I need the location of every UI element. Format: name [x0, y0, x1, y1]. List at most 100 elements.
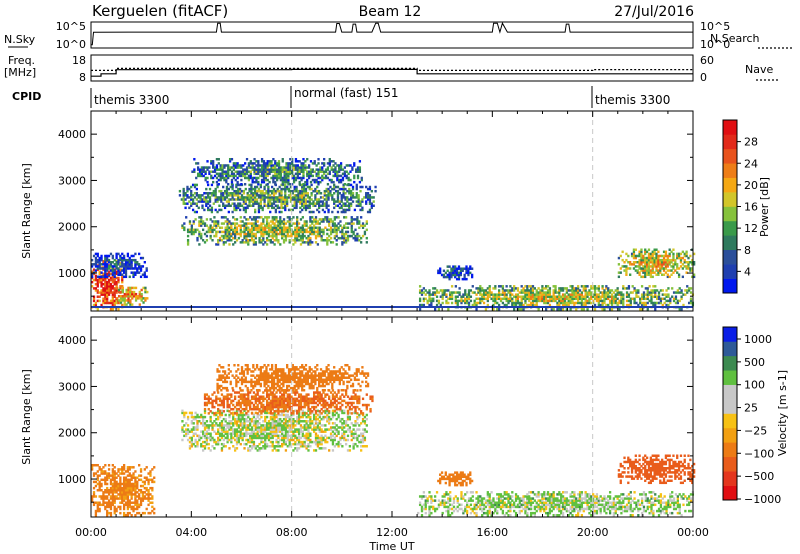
scatter-cell-6 [454, 273, 457, 277]
scatter-cell-1 [262, 445, 265, 448]
scatter-cell-1 [281, 430, 284, 433]
scatter-cell-1 [235, 413, 239, 417]
scatter-cell-6 [450, 271, 453, 275]
scatter-cell-4 [233, 226, 237, 229]
scatter-cell-5 [326, 166, 330, 169]
scatter-cell-1 [273, 428, 276, 431]
scatter-cell-5 [225, 164, 228, 167]
scatter-cell-2 [139, 256, 143, 260]
scatter-cell-8 [632, 256, 636, 260]
scatter-cell-1 [237, 415, 241, 419]
scatter-cell-1 [294, 442, 297, 446]
scatter-cell-1 [245, 430, 248, 433]
scatter-cell-1 [265, 422, 269, 425]
scatter-cell-5 [234, 170, 237, 173]
scatter-cell-6 [457, 273, 461, 277]
scatter-cell-5 [283, 172, 286, 176]
scatter-cell-0 [98, 299, 101, 303]
scatter-cell-7 [422, 297, 426, 301]
scatter-cell-7 [612, 297, 616, 301]
scatter-cell-1 [279, 413, 282, 417]
scatter-cell-4 [344, 232, 348, 236]
scatter-cell-3 [267, 198, 270, 201]
scatter-cell-7 [576, 299, 580, 303]
scatter-cell-0 [115, 282, 118, 286]
scatter-cell-4 [192, 222, 195, 225]
scatter-cell-3 [250, 183, 253, 187]
scatter-cell-0 [132, 493, 135, 496]
scatter-cell-0 [96, 289, 99, 292]
scatter-cell-2 [100, 275, 103, 279]
scatter-cell-7 [428, 299, 431, 303]
scatter-cell-4 [309, 230, 312, 234]
scatter-cell-5 [309, 170, 313, 173]
scatter-cell-4 [228, 228, 231, 232]
scatter-cell-2 [115, 261, 118, 264]
scatter-cell-7 [481, 297, 484, 301]
scatter-cell-7 [680, 297, 683, 301]
scatter-cell-4 [217, 222, 220, 225]
scatter-cell-1 [273, 424, 276, 427]
scatter-cell-7 [467, 303, 471, 307]
scatter-cell-0 [149, 478, 152, 482]
scatter-cell-1 [198, 415, 201, 419]
scatter-cell-2 [121, 261, 124, 264]
scatter-cell-1 [196, 442, 199, 446]
scatter-cell-4 [346, 222, 350, 225]
scatter-cell-0 [106, 482, 109, 486]
scatter-cell-1 [252, 420, 256, 423]
scatter-cell-7 [531, 293, 535, 296]
scatter-cell-4 [262, 226, 265, 229]
scatter-cell-5 [242, 170, 245, 173]
scatter-cell-7 [449, 293, 452, 296]
scatter-cell-0 [107, 285, 111, 288]
scatter-cell-1 [288, 438, 291, 442]
scatter-cell-5 [311, 168, 315, 171]
scatter-cell-7 [546, 295, 550, 298]
scatter-cell-5 [298, 172, 301, 176]
scatter-cell-4 [329, 228, 333, 232]
scatter-cell-3 [349, 192, 353, 195]
scatter-cell-3 [255, 198, 259, 201]
scatter-cell-7 [443, 293, 446, 296]
scatter-cell-2 [132, 267, 135, 270]
scatter-cell-5 [217, 162, 220, 165]
scatter-cell-2 [122, 269, 126, 272]
scatter-cell-8 [689, 261, 692, 264]
scatter-cell-5 [300, 162, 303, 165]
scatter-cell-7 [526, 297, 529, 301]
scatter-cell-3 [329, 194, 332, 197]
scatter-cell-8 [647, 248, 651, 251]
scatter-cell-7 [418, 299, 422, 303]
scatter-cell-7 [526, 287, 529, 290]
scatter-cell-8 [644, 267, 647, 270]
scatter-cell-3 [225, 189, 229, 193]
scatter-cell-8 [683, 265, 686, 268]
scatter-cell-7 [548, 293, 552, 296]
scatter-cell-7 [616, 287, 619, 290]
scatter-cell-4 [215, 226, 218, 229]
scatter-cell-4 [350, 216, 353, 219]
scatter-cell-3 [263, 204, 266, 207]
scatter-cell-4 [279, 218, 282, 221]
scatter-cell-7 [418, 285, 422, 288]
scatter-cell-0 [100, 303, 103, 307]
scatter-cell-3 [231, 210, 234, 214]
scatter-cell-1 [265, 436, 269, 440]
scatter-cell-5 [255, 160, 258, 163]
scatter-cell-3 [289, 198, 293, 201]
scatter-cell-0 [111, 488, 114, 492]
scatter-cell-5 [264, 166, 267, 169]
scatter-cell-2 [117, 261, 120, 264]
scatter-cell-7 [424, 297, 427, 301]
scatter-cell-4 [350, 234, 353, 238]
scatter-cell-1 [243, 422, 246, 425]
scatter-cell-1 [235, 428, 239, 431]
scatter-cell-5 [213, 168, 217, 171]
scatter-cell-5 [217, 174, 220, 178]
scatter-cell-4 [186, 234, 190, 238]
scatter-cell-8 [677, 267, 681, 270]
scatter-cell-8 [621, 258, 624, 262]
scatter-cell-7 [516, 299, 520, 303]
scatter-cell-0 [98, 272, 101, 276]
